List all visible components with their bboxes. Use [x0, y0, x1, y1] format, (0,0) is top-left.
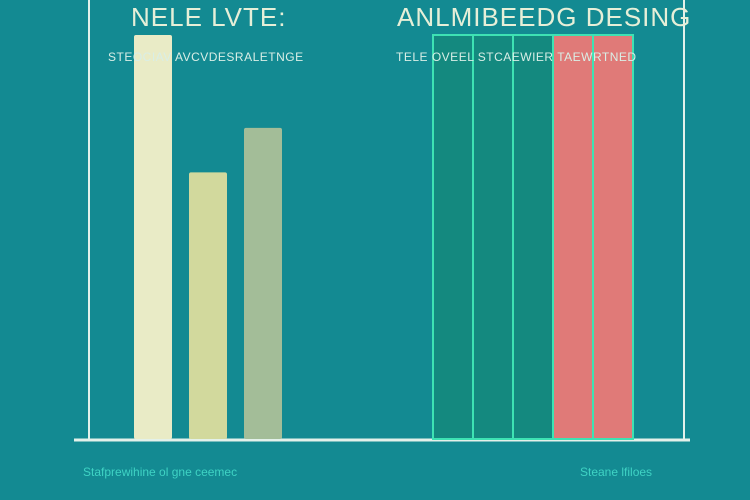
- right-chart-title: ANLMIBEEDG DESING: [397, 2, 692, 32]
- left-chart-bars: [134, 35, 282, 440]
- right-chart-bar-4: [552, 34, 594, 440]
- right-chart-bars: [432, 34, 634, 440]
- right-chart-bar-2: [472, 34, 514, 440]
- right-chart-caption: Steane lfiloes: [580, 465, 653, 479]
- left-chart-bar-2: [189, 172, 227, 440]
- left-chart-subtitle: STEOCIAV AVCVDESRALETNGE: [108, 50, 304, 64]
- left-chart-caption: Stafprewihine ol gne ceemec: [83, 465, 238, 479]
- right-chart-subtitle: TELE OVEEL STCAEWIER TAEWRTNED: [396, 50, 637, 64]
- left-chart-title: NELE LVTE:: [131, 2, 287, 32]
- right-chart-bar-3: [512, 34, 554, 440]
- right-chart-bar-5: [592, 34, 634, 440]
- left-chart-bar-1: [134, 35, 172, 439]
- right-chart-bar-1: [432, 34, 474, 440]
- left-chart-bar-3: [244, 127, 282, 440]
